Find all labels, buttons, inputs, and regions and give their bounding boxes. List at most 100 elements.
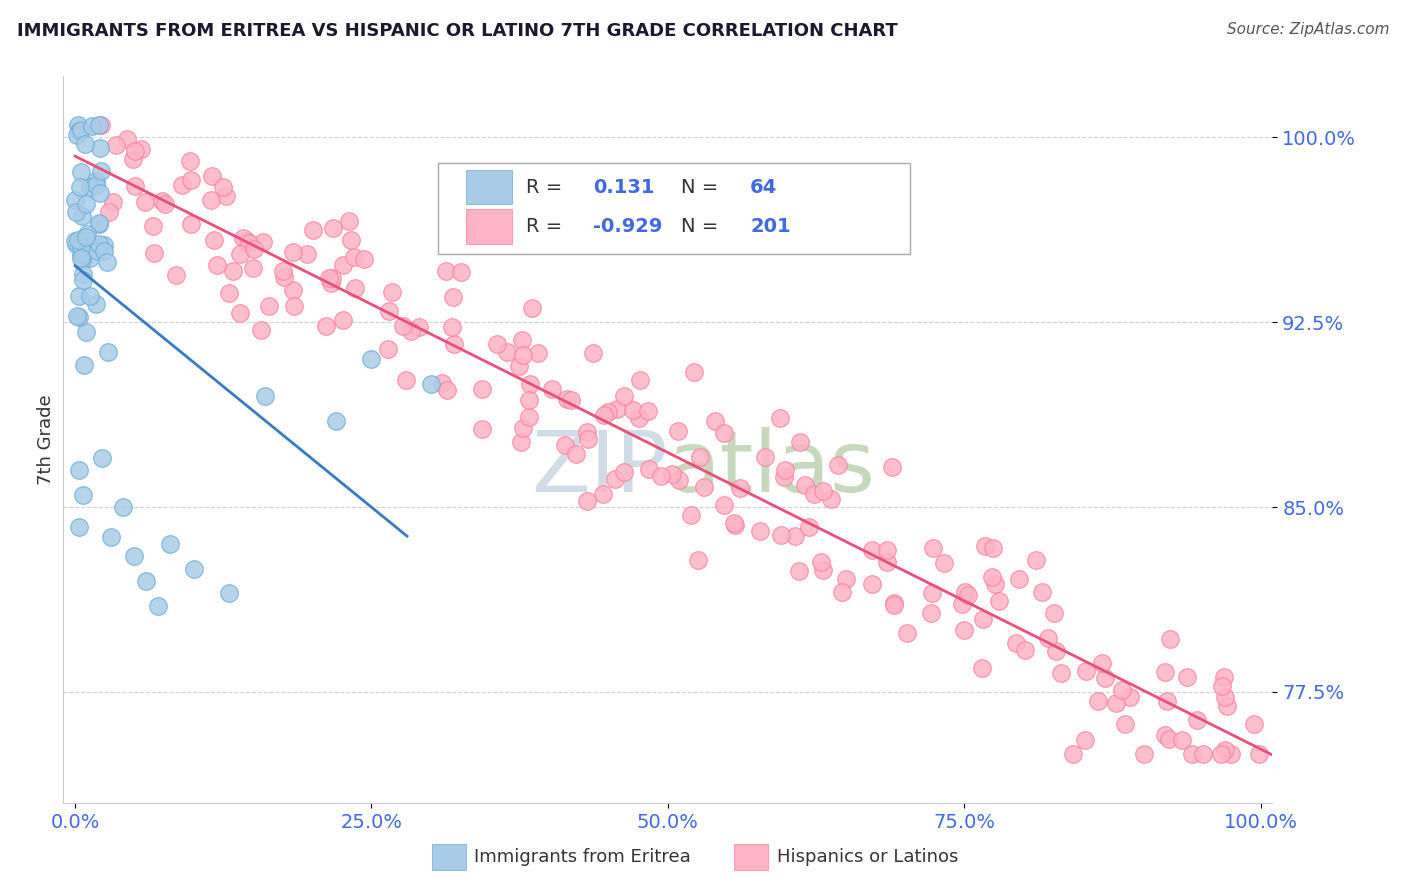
Point bbox=[661, 467, 683, 481]
Point bbox=[668, 473, 690, 487]
Point bbox=[703, 414, 725, 428]
Point bbox=[813, 484, 835, 499]
Point bbox=[932, 556, 955, 570]
Point bbox=[129, 142, 152, 156]
Point bbox=[69, 251, 91, 265]
Point bbox=[896, 625, 918, 640]
Point bbox=[1243, 717, 1265, 731]
Point bbox=[249, 323, 271, 337]
Point bbox=[70, 240, 93, 254]
Point bbox=[860, 577, 883, 591]
Point bbox=[271, 263, 294, 277]
Point bbox=[876, 543, 898, 558]
Point bbox=[399, 324, 422, 338]
Point bbox=[1025, 552, 1047, 566]
Point bbox=[84, 178, 107, 193]
Point bbox=[882, 459, 904, 474]
Point bbox=[952, 624, 974, 638]
Point bbox=[281, 283, 304, 297]
Point bbox=[377, 342, 399, 356]
Point bbox=[73, 358, 96, 372]
Point bbox=[769, 411, 792, 425]
Point bbox=[1213, 690, 1236, 704]
Point bbox=[789, 564, 811, 578]
Point bbox=[689, 450, 711, 465]
Point bbox=[957, 588, 980, 602]
Point bbox=[124, 549, 146, 564]
Point bbox=[921, 541, 943, 555]
Bar bbox=[465, 209, 512, 244]
Point bbox=[202, 233, 225, 247]
Point bbox=[75, 325, 97, 339]
Point bbox=[1111, 682, 1133, 697]
Point bbox=[668, 425, 690, 439]
Point bbox=[1175, 669, 1198, 683]
Point bbox=[789, 435, 811, 450]
Point bbox=[1171, 733, 1194, 747]
Point bbox=[66, 128, 89, 143]
Point bbox=[1038, 631, 1060, 645]
Bar bbox=[465, 169, 512, 204]
Point bbox=[67, 310, 90, 324]
Point bbox=[598, 405, 620, 419]
Point bbox=[79, 180, 101, 194]
Point bbox=[443, 337, 465, 351]
Point bbox=[440, 320, 463, 334]
Point bbox=[952, 597, 974, 611]
Point bbox=[218, 286, 240, 301]
Point bbox=[713, 499, 735, 513]
Point bbox=[820, 491, 842, 506]
Text: N =: N = bbox=[681, 217, 724, 235]
Point bbox=[1211, 679, 1233, 693]
Point bbox=[606, 402, 628, 417]
Point bbox=[450, 265, 472, 279]
Point bbox=[1091, 656, 1114, 670]
Point bbox=[86, 244, 108, 258]
Text: IMMIGRANTS FROM ERITREA VS HISPANIC OR LATINO 7TH GRADE CORRELATION CHART: IMMIGRANTS FROM ERITREA VS HISPANIC OR L… bbox=[17, 22, 897, 40]
Point bbox=[783, 529, 806, 543]
Text: 0.131: 0.131 bbox=[593, 178, 654, 196]
Point bbox=[321, 271, 343, 285]
Bar bbox=[734, 844, 768, 871]
Point bbox=[90, 118, 112, 132]
Text: Source: ZipAtlas.com: Source: ZipAtlas.com bbox=[1226, 22, 1389, 37]
Point bbox=[1154, 728, 1177, 742]
Point bbox=[66, 309, 89, 323]
Point bbox=[70, 165, 93, 179]
Point bbox=[283, 299, 305, 313]
Point bbox=[827, 458, 849, 473]
Point bbox=[70, 248, 93, 262]
Point bbox=[392, 319, 415, 334]
Point bbox=[65, 205, 87, 219]
Point bbox=[603, 472, 626, 486]
Point bbox=[860, 543, 883, 558]
Point bbox=[212, 179, 235, 194]
Text: 64: 64 bbox=[749, 178, 778, 196]
Point bbox=[90, 163, 112, 178]
Point bbox=[1215, 742, 1237, 756]
Point bbox=[582, 346, 605, 360]
Point bbox=[510, 333, 533, 347]
Point bbox=[972, 660, 994, 674]
Point bbox=[200, 193, 222, 207]
Point bbox=[517, 410, 540, 425]
Text: Hispanics or Latinos: Hispanics or Latinos bbox=[776, 848, 957, 866]
Point bbox=[67, 288, 90, 302]
Point bbox=[172, 178, 194, 193]
Point bbox=[810, 554, 832, 568]
Point bbox=[436, 383, 458, 397]
Point bbox=[302, 223, 325, 237]
Point bbox=[1220, 747, 1243, 761]
Point bbox=[773, 469, 796, 483]
Point bbox=[222, 264, 245, 278]
Point bbox=[93, 244, 115, 258]
Point bbox=[72, 253, 94, 268]
Point bbox=[613, 389, 636, 403]
Point bbox=[159, 537, 181, 551]
Point bbox=[65, 236, 87, 251]
Point bbox=[1159, 632, 1181, 647]
Point bbox=[983, 576, 1005, 591]
Point bbox=[75, 197, 97, 211]
Point bbox=[229, 306, 252, 320]
Point bbox=[408, 319, 430, 334]
